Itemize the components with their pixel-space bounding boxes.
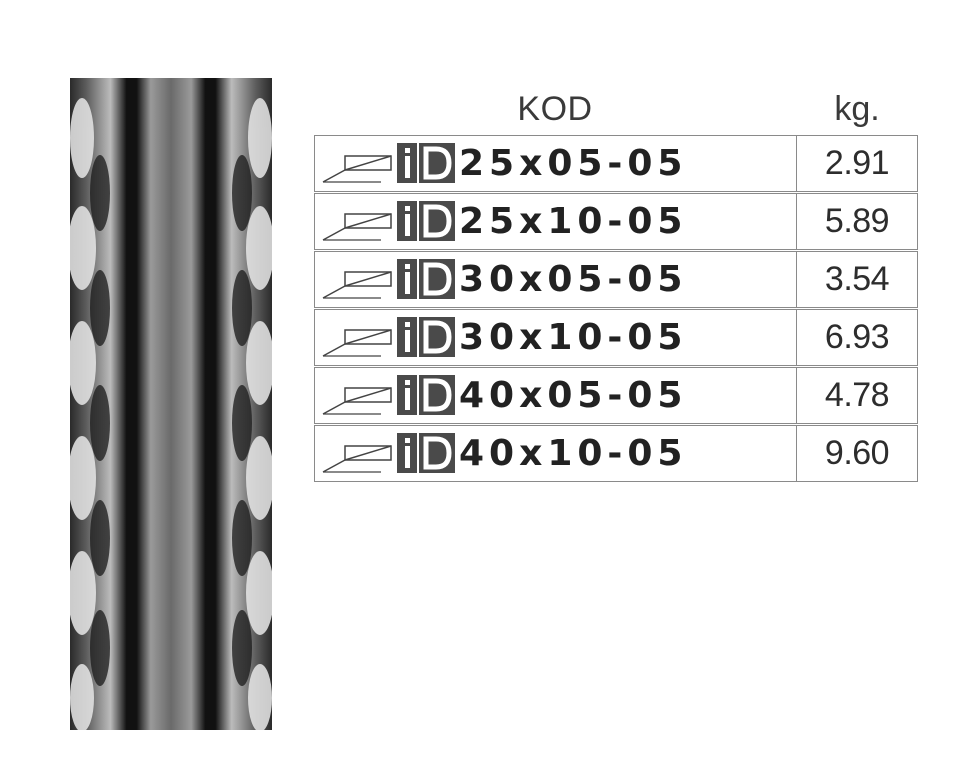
product-code: 25x10-05 bbox=[459, 200, 688, 242]
flat-bar-profile-icon bbox=[322, 213, 392, 241]
id-logo-icon bbox=[397, 317, 455, 357]
flat-bar-profile-icon bbox=[322, 329, 392, 357]
header-weight: kg. bbox=[834, 90, 880, 128]
flat-bar-profile-icon bbox=[322, 155, 392, 183]
product-code: 25x05-05 bbox=[459, 142, 688, 184]
flat-bar-profile-icon bbox=[322, 445, 392, 473]
table-body: 25x05-05 2.91 25x10-05 5.89 bbox=[314, 135, 918, 482]
header-code: KOD bbox=[517, 90, 593, 128]
table-row: 25x05-05 2.91 bbox=[314, 135, 918, 192]
table-header: KOD kg. bbox=[314, 84, 918, 134]
weight-value: 5.89 bbox=[796, 194, 917, 249]
forged-bar-image bbox=[70, 78, 272, 730]
table-row: 40x10-05 9.60 bbox=[314, 425, 918, 482]
id-logo-icon bbox=[397, 259, 455, 299]
table-row: 25x10-05 5.89 bbox=[314, 193, 918, 250]
flat-bar-profile-icon bbox=[322, 387, 392, 415]
weight-value: 6.93 bbox=[796, 310, 917, 365]
weight-value: 2.91 bbox=[796, 136, 917, 191]
id-logo-icon bbox=[397, 201, 455, 241]
product-code: 40x10-05 bbox=[459, 432, 688, 474]
product-code: 30x05-05 bbox=[459, 258, 688, 300]
table-row: 40x05-05 4.78 bbox=[314, 367, 918, 424]
weight-value: 3.54 bbox=[796, 252, 917, 307]
table-row: 30x10-05 6.93 bbox=[314, 309, 918, 366]
product-code: 30x10-05 bbox=[459, 316, 688, 358]
flat-bar-profile-icon bbox=[322, 271, 392, 299]
id-logo-icon bbox=[397, 375, 455, 415]
table-row: 30x05-05 3.54 bbox=[314, 251, 918, 308]
product-table: KOD kg. 25x05-05 2.91 bbox=[314, 84, 918, 482]
weight-value: 4.78 bbox=[796, 368, 917, 423]
id-logo-icon bbox=[397, 143, 455, 183]
product-code: 40x05-05 bbox=[459, 374, 688, 416]
id-logo-icon bbox=[397, 433, 455, 473]
weight-value: 9.60 bbox=[796, 426, 917, 481]
